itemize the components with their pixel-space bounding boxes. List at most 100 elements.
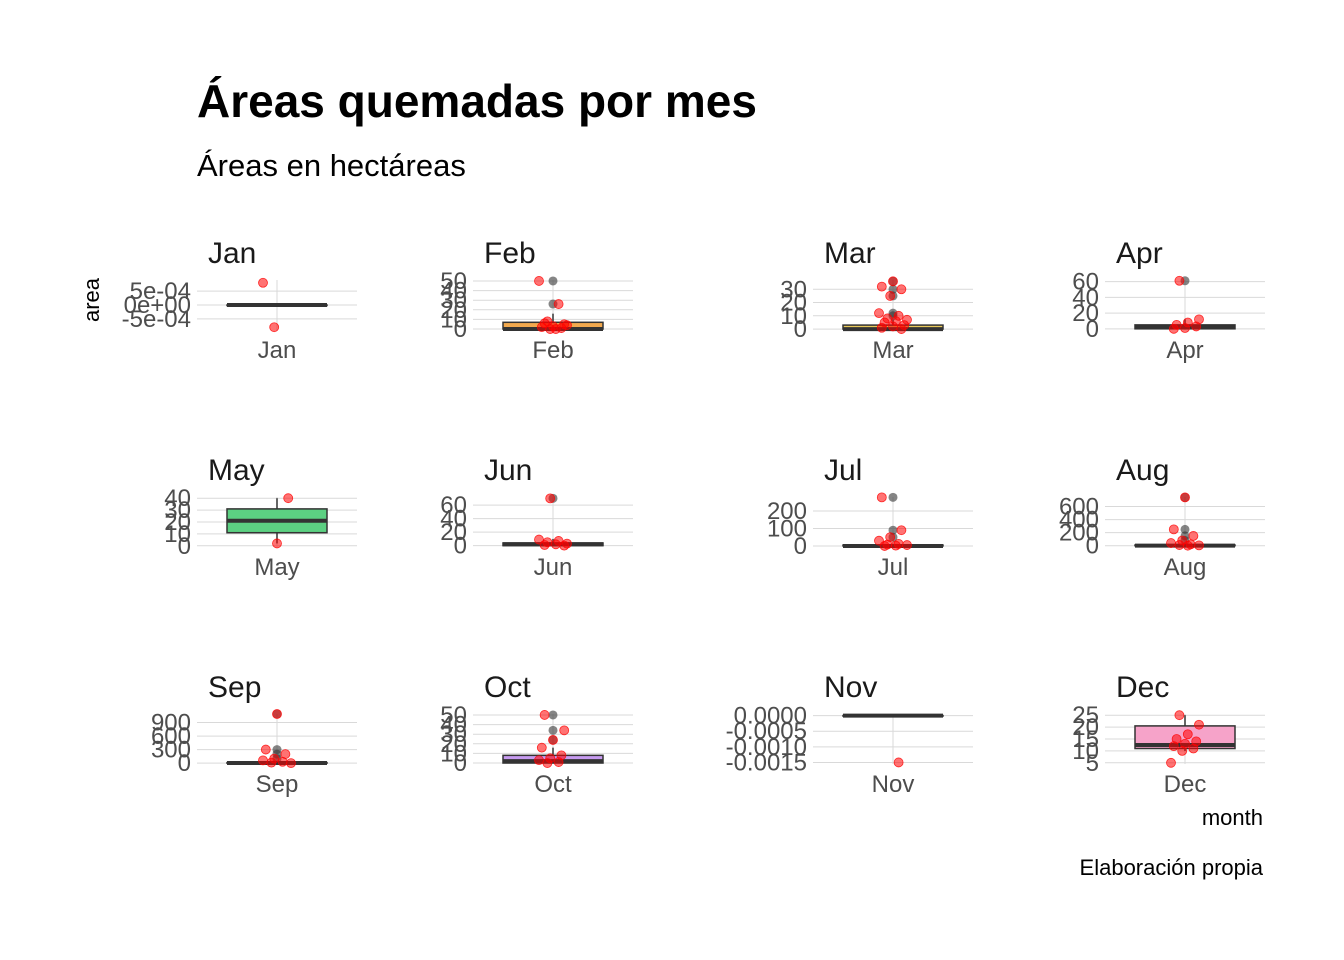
facet-panels: Jan5e-040e+00-5e-04JanFeb01020304050FebM…	[122, 237, 1265, 798]
y-tick-label: 0	[178, 533, 191, 560]
x-tick-label: Oct	[534, 771, 572, 798]
y-tick-label: 20	[164, 509, 191, 536]
jitter-point	[260, 744, 271, 755]
jitter-point	[885, 291, 896, 301]
jitter-point	[280, 749, 291, 759]
jitter-point	[1174, 275, 1185, 286]
outlier-point	[548, 725, 558, 735]
outlier-point	[548, 710, 558, 720]
jitter-point	[553, 299, 564, 309]
x-tick-label: Apr	[1166, 337, 1203, 364]
y-tick-label: 15	[1072, 726, 1099, 753]
jitter-point	[559, 725, 570, 736]
jitter-point	[1171, 319, 1182, 330]
jitter-point	[534, 534, 544, 545]
jitter-point	[888, 276, 898, 287]
jitter-point	[902, 314, 912, 325]
jitter-point	[542, 316, 553, 327]
jitter-point	[893, 757, 904, 768]
y-tick-label: 20	[1072, 300, 1099, 327]
x-tick-label: Feb	[532, 337, 573, 364]
jitter-point	[556, 750, 567, 761]
jitter-point	[562, 538, 572, 549]
y-tick-label: -0.0010	[726, 734, 807, 761]
y-tick-label: 25	[1072, 702, 1099, 729]
jitter-point	[1171, 734, 1182, 744]
jitter-point	[545, 493, 556, 504]
y-tick-label: 40	[440, 712, 467, 739]
jitter-point	[893, 538, 904, 549]
y-tick-label: 0.0000	[734, 703, 807, 730]
x-tick-label: Jul	[878, 554, 909, 581]
panel-title: May	[208, 454, 265, 487]
jitter-point	[1166, 538, 1176, 548]
panel-title: Aug	[1116, 454, 1169, 487]
y-tick-label: 30	[164, 497, 191, 524]
jitter-point	[545, 753, 556, 764]
jitter-point	[258, 277, 268, 288]
jitter-point	[1180, 738, 1190, 749]
jitter-point	[1194, 314, 1204, 325]
y-tick-label: -0.0015	[726, 749, 807, 776]
jitter-point	[258, 755, 268, 766]
panel-title: Sep	[208, 671, 261, 704]
jitter-point	[1182, 729, 1193, 740]
y-tick-label: 10	[1072, 738, 1099, 765]
y-tick-label: -0.0005	[726, 718, 807, 745]
jitter-point	[548, 735, 558, 745]
jitter-point	[1194, 540, 1204, 551]
jitter-point	[562, 320, 572, 331]
y-tick-label: -5e-04	[122, 306, 191, 333]
y-tick-label: 50	[440, 268, 467, 295]
jitter-point	[876, 492, 887, 503]
y-tick-label: 400	[1059, 507, 1099, 534]
jitter-point	[272, 538, 282, 549]
y-tick-label: 0	[454, 533, 467, 560]
jitter-point	[1182, 317, 1193, 328]
jitter-point	[1168, 524, 1179, 535]
y-tick-label: 300	[151, 737, 191, 764]
y-tick-label: 40	[1072, 284, 1099, 311]
jitter-point	[1188, 531, 1199, 541]
panel-title: Jun	[484, 454, 532, 487]
y-tick-label: 40	[440, 506, 467, 533]
y-tick-label: 30	[780, 276, 807, 303]
x-tick-label: Mar	[872, 337, 913, 364]
jitter-point	[874, 308, 884, 319]
x-tick-label: Jun	[534, 554, 573, 581]
y-tick-label: 20	[440, 519, 467, 546]
x-tick-label: May	[254, 554, 299, 581]
y-tick-label: 0	[454, 316, 467, 343]
jitter-point	[1185, 539, 1196, 550]
x-axis-label: month	[1202, 805, 1263, 830]
y-tick-label: 10	[164, 521, 191, 548]
x-tick-label: Dec	[1164, 771, 1207, 798]
jitter-point	[539, 710, 550, 720]
panel-title: Dec	[1116, 671, 1169, 704]
jitter-point	[286, 758, 296, 768]
x-tick-label: Nov	[872, 771, 915, 798]
jitter-point	[283, 493, 294, 504]
chart-subtitle: Áreas en hectáreas	[197, 148, 466, 183]
y-axis-label: area	[79, 277, 104, 322]
y-tick-label: 5e-04	[130, 278, 191, 305]
jitter-point	[893, 310, 904, 321]
jitter-point	[1191, 736, 1202, 747]
x-tick-label: Aug	[1164, 554, 1207, 581]
y-tick-label: 200	[767, 498, 807, 525]
jitter-point	[269, 753, 280, 764]
y-tick-label: 200	[1059, 520, 1099, 547]
jitter-point	[1180, 492, 1190, 503]
jitter-point	[269, 322, 280, 333]
jitter-point	[534, 276, 544, 286]
y-tick-label: 5	[1086, 750, 1099, 777]
